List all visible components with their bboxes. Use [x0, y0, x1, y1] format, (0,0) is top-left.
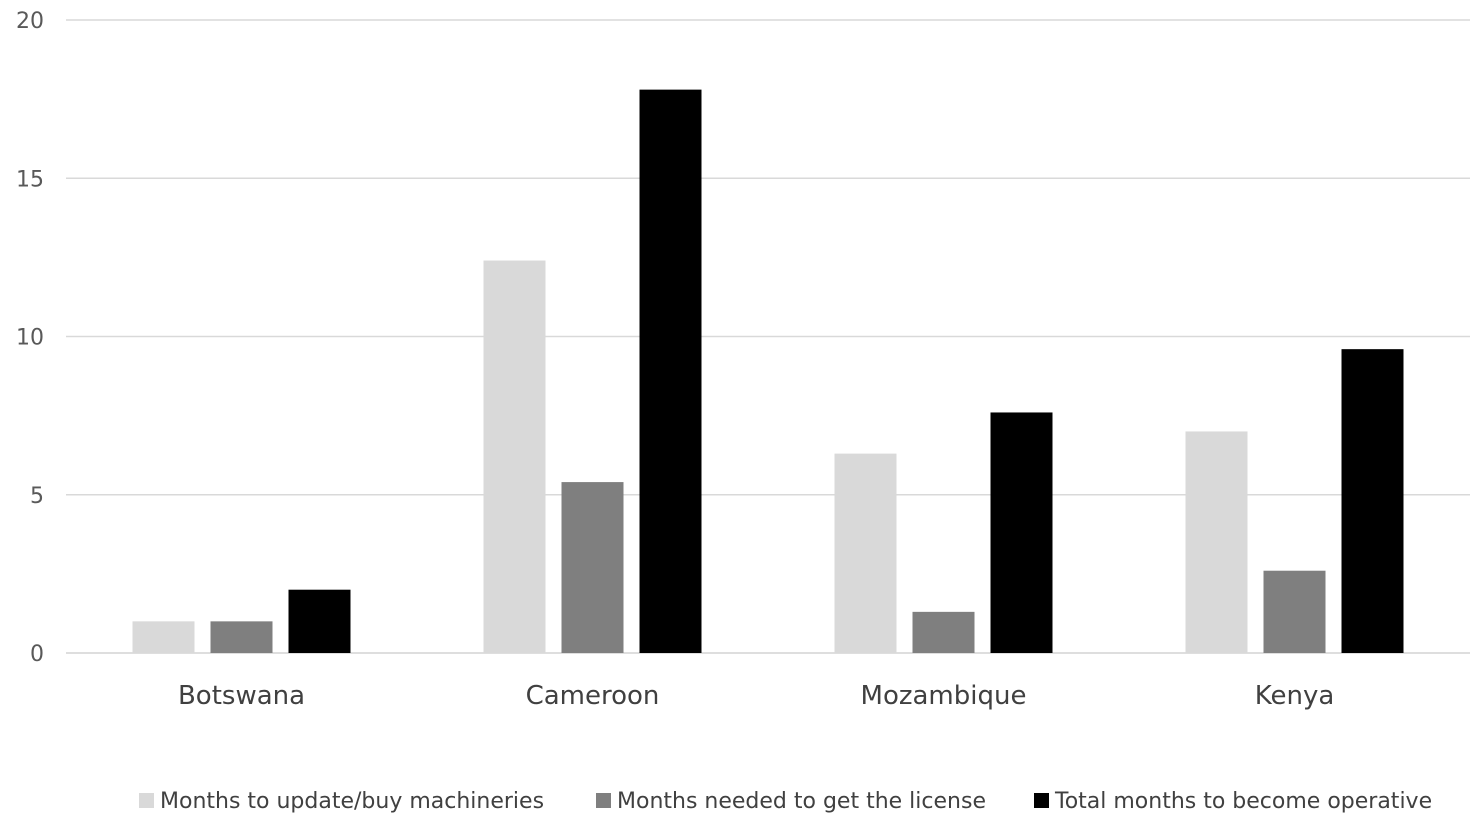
bar-kenya-series-2 [1263, 570, 1326, 653]
x-category-label: Cameroon [526, 681, 660, 711]
bar-mozambique-series-2 [912, 611, 975, 653]
bar-cameroon-series-1 [483, 260, 546, 653]
y-tick-label: 15 [16, 167, 44, 192]
x-category-label: Mozambique [861, 681, 1027, 711]
legend-label: Months to update/buy machineries [160, 789, 544, 814]
y-axis-tick-labels: 0 5 10 15 20 [16, 9, 44, 667]
bar-botswana-series-2 [210, 621, 273, 653]
bar-botswana-series-3 [288, 589, 351, 653]
legend-swatch [139, 793, 154, 808]
bar-cameroon-series-3 [639, 89, 702, 653]
bar-kenya-series-1 [1185, 431, 1248, 653]
legend-swatch [1034, 793, 1049, 808]
bar-kenya-series-3 [1341, 349, 1404, 653]
x-category-label: Botswana [178, 681, 305, 711]
y-tick-label: 10 [16, 326, 44, 351]
x-category-label: Kenya [1255, 681, 1335, 711]
legend: Months to update/buy machineries Months n… [139, 789, 1432, 814]
y-tick-label: 20 [16, 9, 44, 34]
y-tick-label: 0 [30, 642, 44, 667]
bars [132, 89, 1404, 653]
x-axis-category-labels: Botswana Cameroon Mozambique Kenya [178, 681, 1334, 711]
bar-botswana-series-1 [132, 621, 195, 653]
legend-swatch [596, 793, 611, 808]
legend-label: Total months to become operative [1054, 789, 1432, 814]
bar-cameroon-series-2 [561, 482, 624, 653]
gridlines [66, 19, 1470, 654]
bar-mozambique-series-3 [990, 412, 1053, 653]
legend-label: Months needed to get the license [617, 789, 986, 814]
bar-mozambique-series-1 [834, 453, 897, 653]
y-tick-label: 5 [30, 484, 44, 509]
